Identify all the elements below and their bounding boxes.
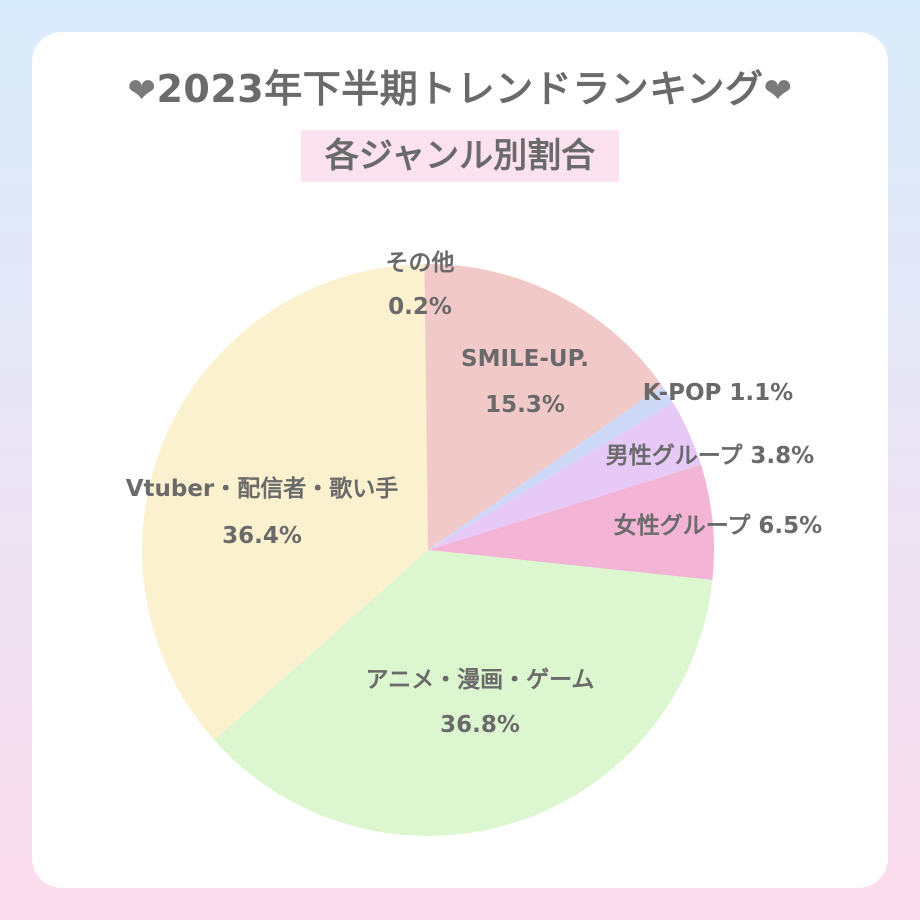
heart-icon: ❤	[763, 71, 793, 111]
slice-label-value-5: 36.4%	[222, 523, 302, 549]
slice-label-2: 男性グループ 3.8%	[606, 442, 814, 469]
heart-icon: ❤	[127, 71, 157, 111]
pie-slice-1	[428, 386, 674, 550]
slice-label-name-5: Vtuber・配信者・歌い手	[126, 475, 399, 502]
pie-slice-2	[428, 402, 701, 550]
slice-label-name-0: SMILE-UP.	[461, 346, 589, 372]
pie-slice-5	[142, 264, 428, 740]
pie-slice-6	[424, 264, 428, 550]
pie-slice-3	[428, 464, 714, 581]
slice-label-1: K-POP 1.1%	[643, 380, 793, 406]
slice-label-3: 女性グループ 6.5%	[614, 512, 822, 539]
slice-label-name-6: その他	[386, 250, 455, 276]
pie-slice-4	[214, 550, 713, 836]
slice-label-value-4: 36.8%	[440, 712, 520, 738]
chart-title: ❤2023年下半期トレンドランキング❤	[0, 58, 920, 113]
chart-subtitle: 各ジャンル別割合	[300, 130, 620, 182]
chart-title-text: 2023年下半期トレンドランキング	[156, 67, 764, 111]
slice-label-name-4: アニメ・漫画・ゲーム	[366, 667, 595, 693]
pie-slice-0	[428, 264, 663, 550]
slice-label-value-0: 15.3%	[485, 392, 565, 418]
slice-label-value-6: 0.2%	[388, 294, 452, 320]
